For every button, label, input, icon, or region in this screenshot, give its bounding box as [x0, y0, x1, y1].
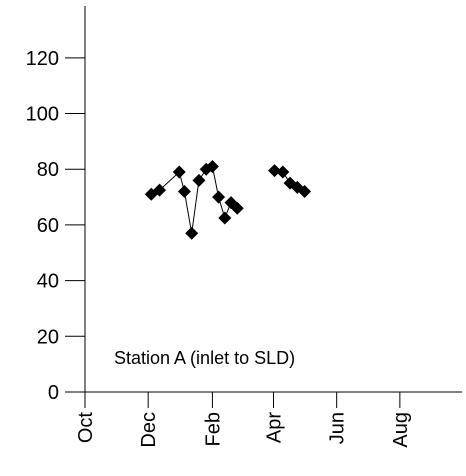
data-point: [230, 201, 244, 215]
data-point: [185, 226, 199, 240]
x-tick-label: Oct: [75, 412, 97, 444]
data-point: [192, 173, 206, 187]
data-point: [276, 165, 290, 179]
y-tick-label: 120: [26, 48, 59, 70]
y-ticks: 0 20 40 60 80 100 120: [26, 48, 85, 404]
data-point: [177, 185, 191, 199]
y-tick-label: 0: [48, 382, 59, 404]
data-point: [298, 185, 312, 199]
x-ticks: Oct Dec Feb Apr Jun Aug: [75, 392, 412, 448]
y-tick-label: 80: [37, 159, 59, 181]
x-tick-label: Feb: [202, 412, 224, 446]
station-annotation: Station A (inlet to SLD): [114, 348, 295, 368]
x-tick-label: Apr: [264, 412, 286, 443]
x-tick-label: Jun: [327, 412, 349, 444]
y-tick-label: 100: [26, 104, 59, 126]
y-tick-label: 20: [37, 326, 59, 348]
data-point: [212, 190, 226, 204]
data-series: [144, 159, 312, 240]
x-tick-label: Dec: [138, 412, 160, 448]
data-point: [172, 165, 186, 179]
data-point: [268, 164, 282, 178]
y-tick-label: 40: [37, 271, 59, 293]
y-tick-label: 60: [37, 215, 59, 237]
data-point: [205, 159, 219, 173]
axes: [84, 6, 462, 393]
data-point: [153, 183, 167, 197]
x-tick-label: Aug: [390, 412, 412, 448]
data-point: [218, 211, 232, 225]
